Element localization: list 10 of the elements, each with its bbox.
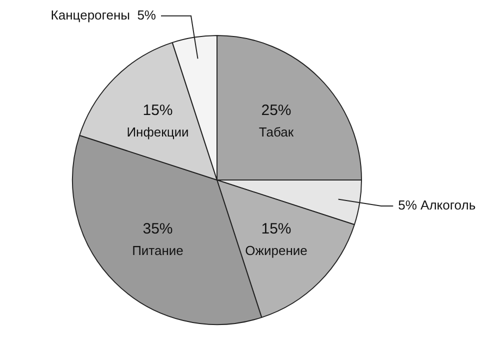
slice-label: Ожирение — [245, 242, 308, 258]
slice-label: Канцерогены 5% — [50, 7, 156, 22]
slice-label: Инфекции — [126, 124, 189, 140]
slice-label: Табак — [258, 124, 294, 140]
data-label: 35% — [142, 220, 173, 238]
data-label: 15% — [142, 102, 173, 119]
data-label: 25% — [261, 102, 292, 119]
slice-label: Питание — [132, 242, 184, 258]
data-label: 15% — [261, 220, 292, 238]
slice-label: 5% Алкоголь — [398, 198, 476, 213]
